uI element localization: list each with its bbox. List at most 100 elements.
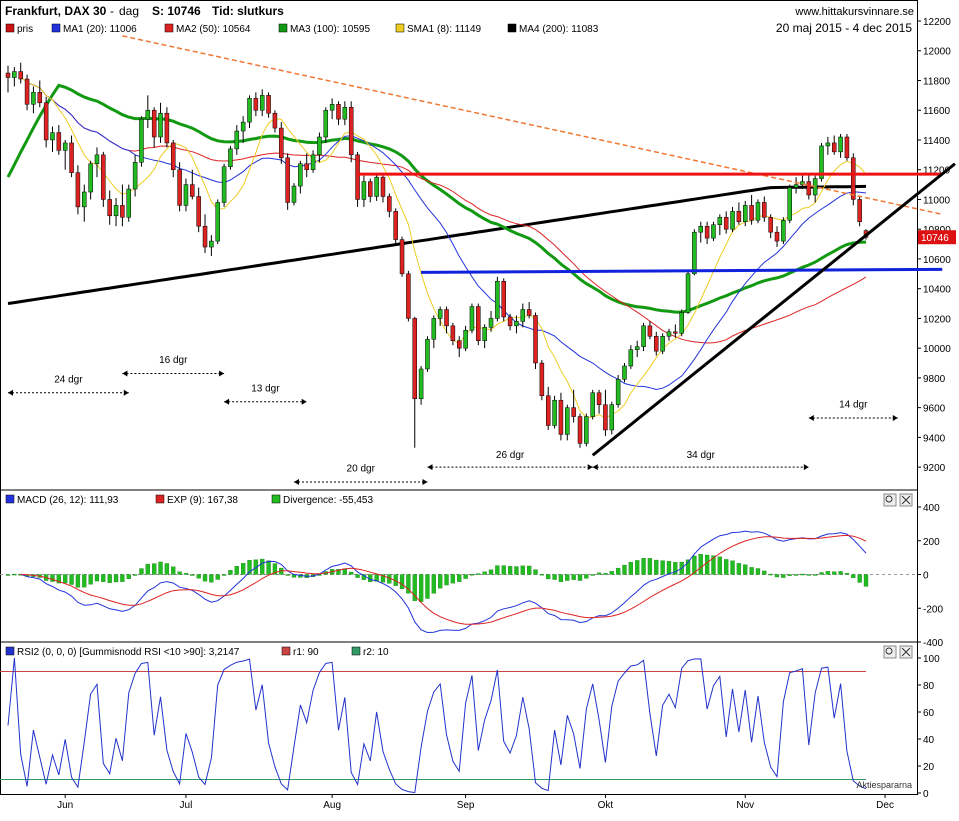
price-tick-label: 9200	[923, 463, 946, 474]
last-price-tag-label: 10746	[921, 233, 949, 244]
legend-entry: pris	[17, 24, 33, 35]
close-icon-cross	[901, 495, 911, 505]
last-price-tag	[918, 230, 956, 245]
candle-body	[825, 142, 831, 147]
count-arrowhead	[587, 464, 593, 471]
candle-body	[520, 309, 526, 322]
trendline	[122, 35, 943, 216]
candle-body	[577, 416, 583, 444]
divergence-bar	[482, 571, 487, 575]
legend-entry: SMA1 (8): 11149	[407, 24, 482, 35]
divergence-bar	[660, 560, 665, 575]
divergence-bar	[584, 574, 589, 579]
divergence-bar	[641, 558, 646, 575]
count-arrowhead	[294, 479, 299, 485]
count-label: 14 dgr	[839, 400, 868, 411]
candle-body	[831, 142, 837, 153]
divergence-bar	[755, 568, 761, 575]
divergence-bar	[202, 574, 208, 582]
candle-body	[590, 392, 595, 417]
candle-body	[399, 239, 405, 275]
divergence-bar	[139, 568, 144, 575]
divergence-bar	[717, 556, 722, 575]
divergence-bar	[832, 571, 837, 575]
divergence-bar	[82, 574, 87, 588]
candle-body	[355, 154, 360, 200]
divergence-bar	[425, 574, 430, 599]
candle-body	[113, 205, 119, 217]
candle-body	[393, 211, 398, 240]
candle-body	[647, 325, 653, 337]
x-tick-label: Okt	[598, 800, 614, 811]
divergence-bar	[546, 574, 551, 580]
rsi-line	[7, 657, 867, 794]
divergence-bar	[558, 574, 564, 582]
candle-body	[310, 154, 316, 170]
exp-line	[20, 534, 867, 625]
legend-swatch	[271, 494, 281, 504]
candle-body	[596, 392, 602, 405]
divergence-bar	[844, 573, 850, 575]
candle-body	[634, 346, 640, 350]
divergence-bar	[800, 573, 805, 576]
divergence-bar	[145, 563, 150, 575]
candle-body	[12, 71, 17, 78]
divergence-bar	[234, 566, 239, 575]
candle-body	[736, 211, 742, 223]
macd-tick-label: 200	[923, 537, 940, 548]
divergence-bar	[132, 574, 138, 576]
candle-body	[507, 316, 513, 327]
candle-body	[266, 95, 271, 114]
last-price-label: S: 10746	[152, 4, 201, 18]
candle-body	[431, 318, 437, 340]
divergence-bar	[183, 573, 189, 575]
divergence-bar	[698, 553, 703, 575]
candle-body	[18, 71, 23, 80]
candle-body	[43, 102, 49, 141]
divergence-bar	[851, 574, 856, 578]
candle-body	[132, 162, 138, 190]
price-tick-label: 12200	[923, 17, 951, 28]
divergence-bar	[615, 567, 621, 575]
rsi-tick-label: 60	[923, 708, 935, 719]
rsi-tick-label: 100	[923, 654, 940, 665]
divergence-bar	[565, 574, 570, 581]
candle-body	[380, 176, 386, 197]
x-tick-label: Jun	[57, 800, 73, 811]
divergence-bar	[609, 571, 614, 575]
macd-legend: MACD (26, 12): 111,93 EXP (9): 167,38 Dive…	[5, 494, 373, 506]
candle-body	[495, 280, 500, 319]
candle-body	[609, 404, 615, 431]
ma3-line	[6, 83, 867, 314]
divergence-bar	[704, 554, 710, 575]
candle-body	[755, 202, 761, 221]
divergence-bar	[463, 574, 468, 579]
candle-body	[139, 118, 144, 163]
count-arrowhead	[592, 464, 598, 471]
candle-body	[94, 154, 100, 165]
count-label: 16 dgr	[159, 355, 188, 366]
legend-entry: r2: 10	[363, 647, 389, 658]
candle-body	[514, 321, 519, 327]
divergence-bar	[101, 574, 106, 582]
site-label: www.hittakursvinnare.se	[794, 6, 914, 18]
candle-body	[234, 130, 240, 150]
divergence-bar	[164, 563, 170, 575]
candle-body	[571, 407, 576, 417]
divergence-bar	[647, 558, 653, 575]
divergence-bar	[552, 574, 557, 580]
panel-controls	[883, 493, 913, 507]
count-arrowhead	[301, 398, 307, 405]
count-arrowhead	[8, 389, 13, 396]
candle-body	[793, 184, 799, 188]
divergence-bar	[113, 574, 119, 583]
divergence-bar	[571, 574, 576, 580]
candle-body	[88, 163, 93, 193]
divergence-bar	[457, 574, 462, 582]
divergence-bar	[501, 565, 506, 575]
divergence-bar	[622, 564, 627, 575]
divergence-bar	[673, 562, 678, 575]
candle-body	[711, 224, 716, 239]
candle-body	[857, 199, 862, 223]
candle-body	[323, 109, 329, 138]
